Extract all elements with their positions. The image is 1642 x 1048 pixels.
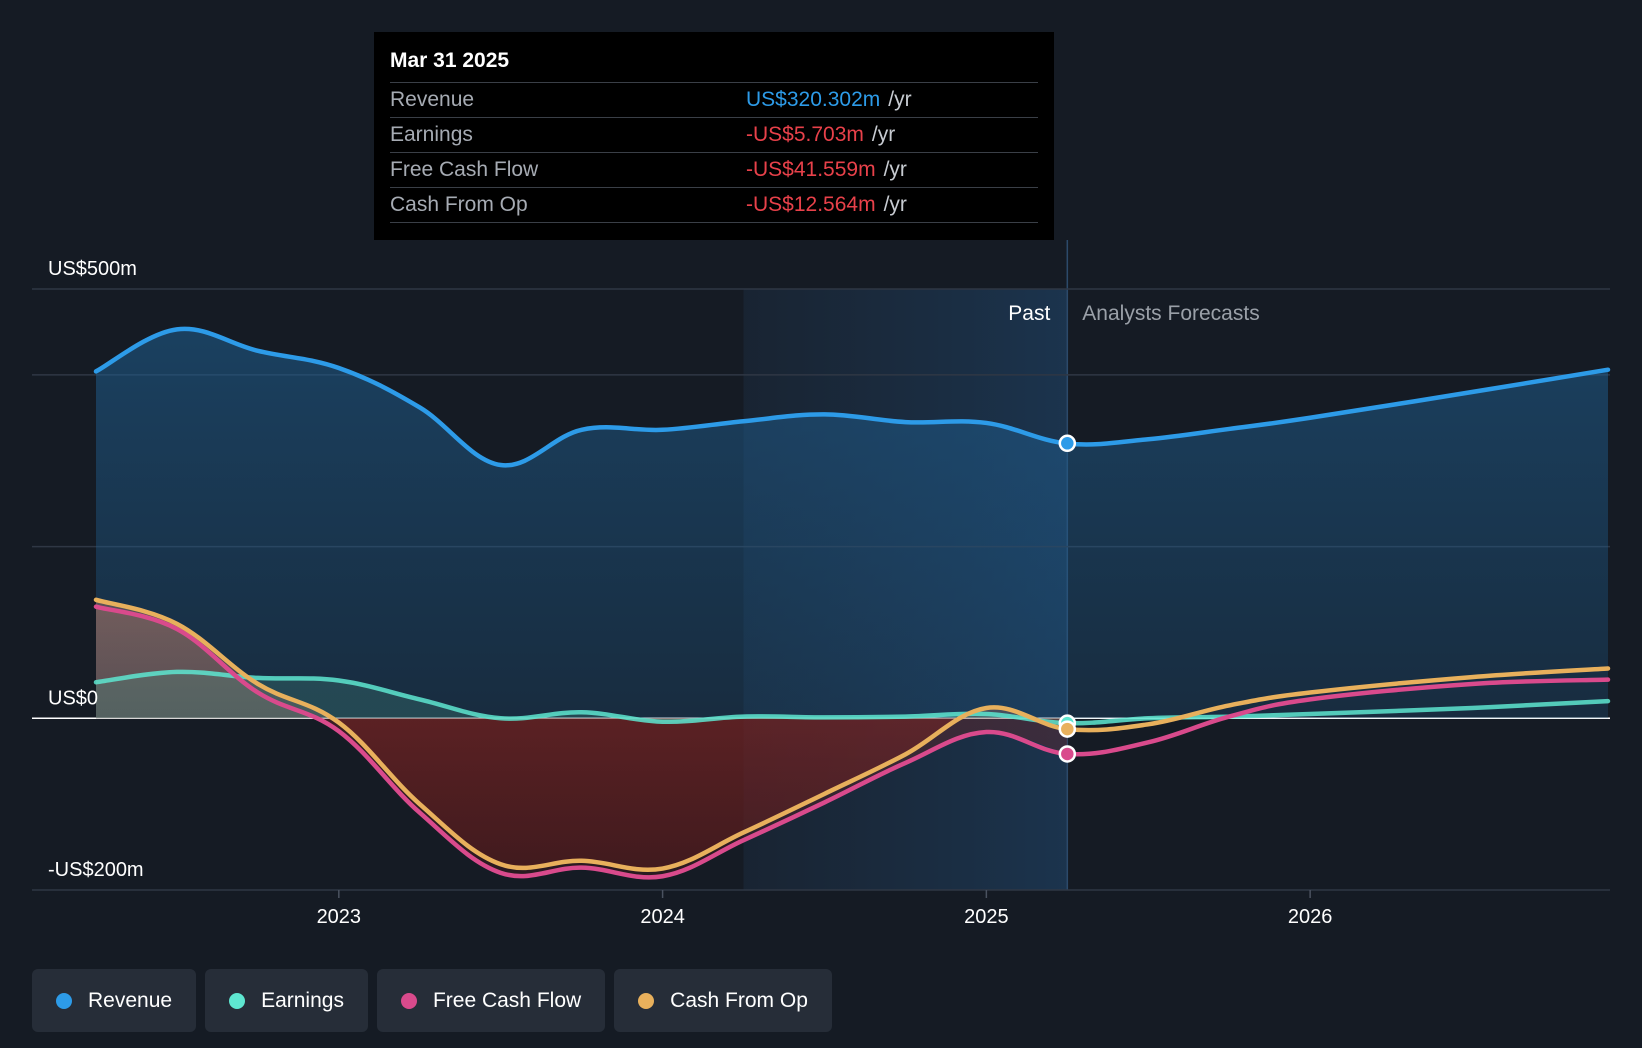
legend-dot-icon [56, 992, 72, 1009]
legend-item-cash-from-op[interactable]: Cash From Op [614, 969, 832, 1032]
tooltip-row-cash-from-op: Cash From Op -US$12.564m /yr [390, 188, 1038, 223]
x-tick-label: 2024 [640, 906, 685, 928]
tooltip-label: Earnings [390, 123, 473, 146]
tooltip-row-revenue: Revenue US$320.302m /yr [390, 83, 1038, 118]
legend-label: Free Cash Flow [432, 988, 582, 1012]
tooltip-value: -US$41.559m [746, 158, 876, 181]
revenue-marker[interactable] [1058, 434, 1077, 453]
tooltip-unit: /yr [883, 158, 907, 181]
revenue-line [93, 326, 1611, 468]
tooltip-unit: /yr [871, 123, 896, 146]
tooltip-date: Mar 31 2025 [390, 46, 1038, 83]
legend-item-earnings[interactable]: Earnings [205, 969, 368, 1032]
legend-label: Revenue [88, 988, 173, 1012]
earnings-line [93, 669, 1611, 726]
y-tick-label: -US$200m [48, 859, 144, 881]
legend-dot-icon [229, 992, 246, 1009]
tooltip-value: -US$12.564m [746, 193, 876, 216]
x-tick-label: 2026 [1288, 906, 1333, 928]
y-tick-label: US$500m [48, 258, 137, 280]
legend-item-free-cash-flow[interactable]: Free Cash Flow [376, 969, 606, 1032]
y-tick-label: US$0 [48, 687, 98, 709]
free-cash-flow-marker[interactable] [1058, 745, 1077, 763]
tooltip-label: Cash From Op [390, 193, 528, 216]
x-tick-label: 2025 [964, 906, 1009, 928]
tooltip-row-earnings: Earnings -US$5.703m /yr [390, 118, 1038, 153]
revenue-area [96, 328, 1608, 719]
tooltip-value: US$320.302m [746, 88, 881, 111]
tooltip-label: Free Cash Flow [390, 158, 539, 181]
forecast-label: Analysts Forecasts [1082, 302, 1259, 325]
cash-from-op-line [93, 597, 1611, 873]
legend: Revenue Earnings Free Cash Flow Cash Fro… [32, 969, 832, 1032]
tooltip-row-free-cash-flow: Free Cash Flow -US$41.559m /yr [390, 153, 1038, 188]
legend-dot-icon [400, 992, 417, 1009]
legend-dot-icon [638, 992, 655, 1009]
past-label: Past [1008, 302, 1050, 325]
tooltip-value: -US$5.703m [746, 123, 864, 146]
x-tick-label: 2023 [317, 906, 362, 928]
earnings-area [96, 671, 1068, 724]
cash-from-op-marker[interactable] [1058, 720, 1077, 738]
legend-label: Earnings [261, 988, 344, 1012]
cash-positive-area [96, 606, 318, 719]
free-cash-flow-line [93, 604, 1611, 880]
legend-item-revenue[interactable]: Revenue [32, 969, 197, 1032]
tooltip: Mar 31 2025 Revenue US$320.302m /yr Earn… [374, 32, 1054, 240]
cash-negative-area [96, 718, 1068, 878]
tooltip-label: Revenue [390, 88, 475, 111]
legend-label: Cash From Op [670, 988, 808, 1012]
tooltip-unit: /yr [888, 88, 912, 111]
tooltip-unit: /yr [883, 193, 907, 216]
